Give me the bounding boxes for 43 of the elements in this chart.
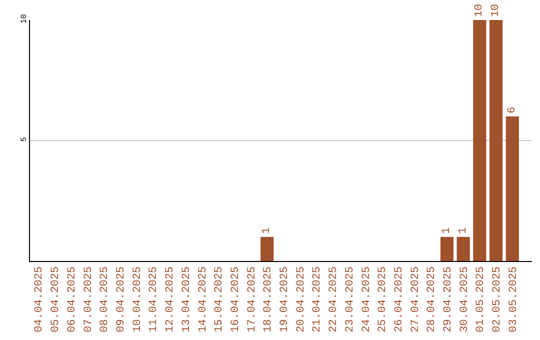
x-tick-label: 09.04.2025 xyxy=(116,266,128,332)
x-tick-label: 22.04.2025 xyxy=(328,266,340,332)
bar xyxy=(440,236,454,261)
x-tick-label: 10.04.2025 xyxy=(132,266,144,332)
x-tick-label: 01.05.2025 xyxy=(475,266,488,332)
x-tick-label: 03.05.2025 xyxy=(508,266,520,332)
x-tick-label: 15.04.2025 xyxy=(214,266,226,332)
y-tick-label: 5 xyxy=(20,136,29,142)
x-tick-label: 19.04.2025 xyxy=(279,266,292,332)
x-tick-label: 23.04.2025 xyxy=(344,266,356,332)
bar xyxy=(456,236,470,261)
x-tick-label: 14.04.2025 xyxy=(197,266,210,332)
x-tick-label: 20.04.2025 xyxy=(295,266,308,332)
x-tick-label: 30.04.2025 xyxy=(458,266,471,332)
x-tick-label: 06.04.2025 xyxy=(66,266,78,332)
x-tick-label: 24.04.2025 xyxy=(360,266,373,332)
x-tick-label: 18.04.2025 xyxy=(262,266,275,332)
data-label: 1 xyxy=(440,226,453,234)
x-tick-label: 11.04.2025 xyxy=(148,266,160,332)
x-tick-label: 13.04.2025 xyxy=(180,266,193,332)
x-tick-label: 12.04.2025 xyxy=(164,266,177,332)
bar xyxy=(489,20,503,261)
bar xyxy=(260,236,274,261)
bar xyxy=(473,20,486,261)
x-tick-label: 21.04.2025 xyxy=(312,266,324,332)
data-label: 10 xyxy=(490,4,502,17)
x-tick-label: 17.04.2025 xyxy=(246,266,258,332)
x-tick-label: 02.05.2025 xyxy=(492,266,504,332)
bar xyxy=(506,116,519,261)
x-tick-label: 16.04.2025 xyxy=(230,266,242,332)
x-tick-label: 28.04.2025 xyxy=(426,266,438,332)
x-tick-label: 08.04.2025 xyxy=(99,266,112,332)
x-tick-label: 07.04.2025 xyxy=(82,266,95,332)
data-label: 1 xyxy=(457,226,470,234)
x-tick-label: 29.04.2025 xyxy=(442,266,455,332)
x-tick-label: 04.04.2025 xyxy=(34,266,46,332)
x-tick-label: 05.04.2025 xyxy=(50,266,62,332)
data-label: 10 xyxy=(474,4,486,17)
data-label: 6 xyxy=(506,106,518,114)
x-tick-label: 26.04.2025 xyxy=(393,266,406,332)
x-tick-label: 27.04.2025 xyxy=(410,266,422,332)
x-tick-label: 25.04.2025 xyxy=(377,266,390,332)
data-label: 1 xyxy=(261,226,274,234)
